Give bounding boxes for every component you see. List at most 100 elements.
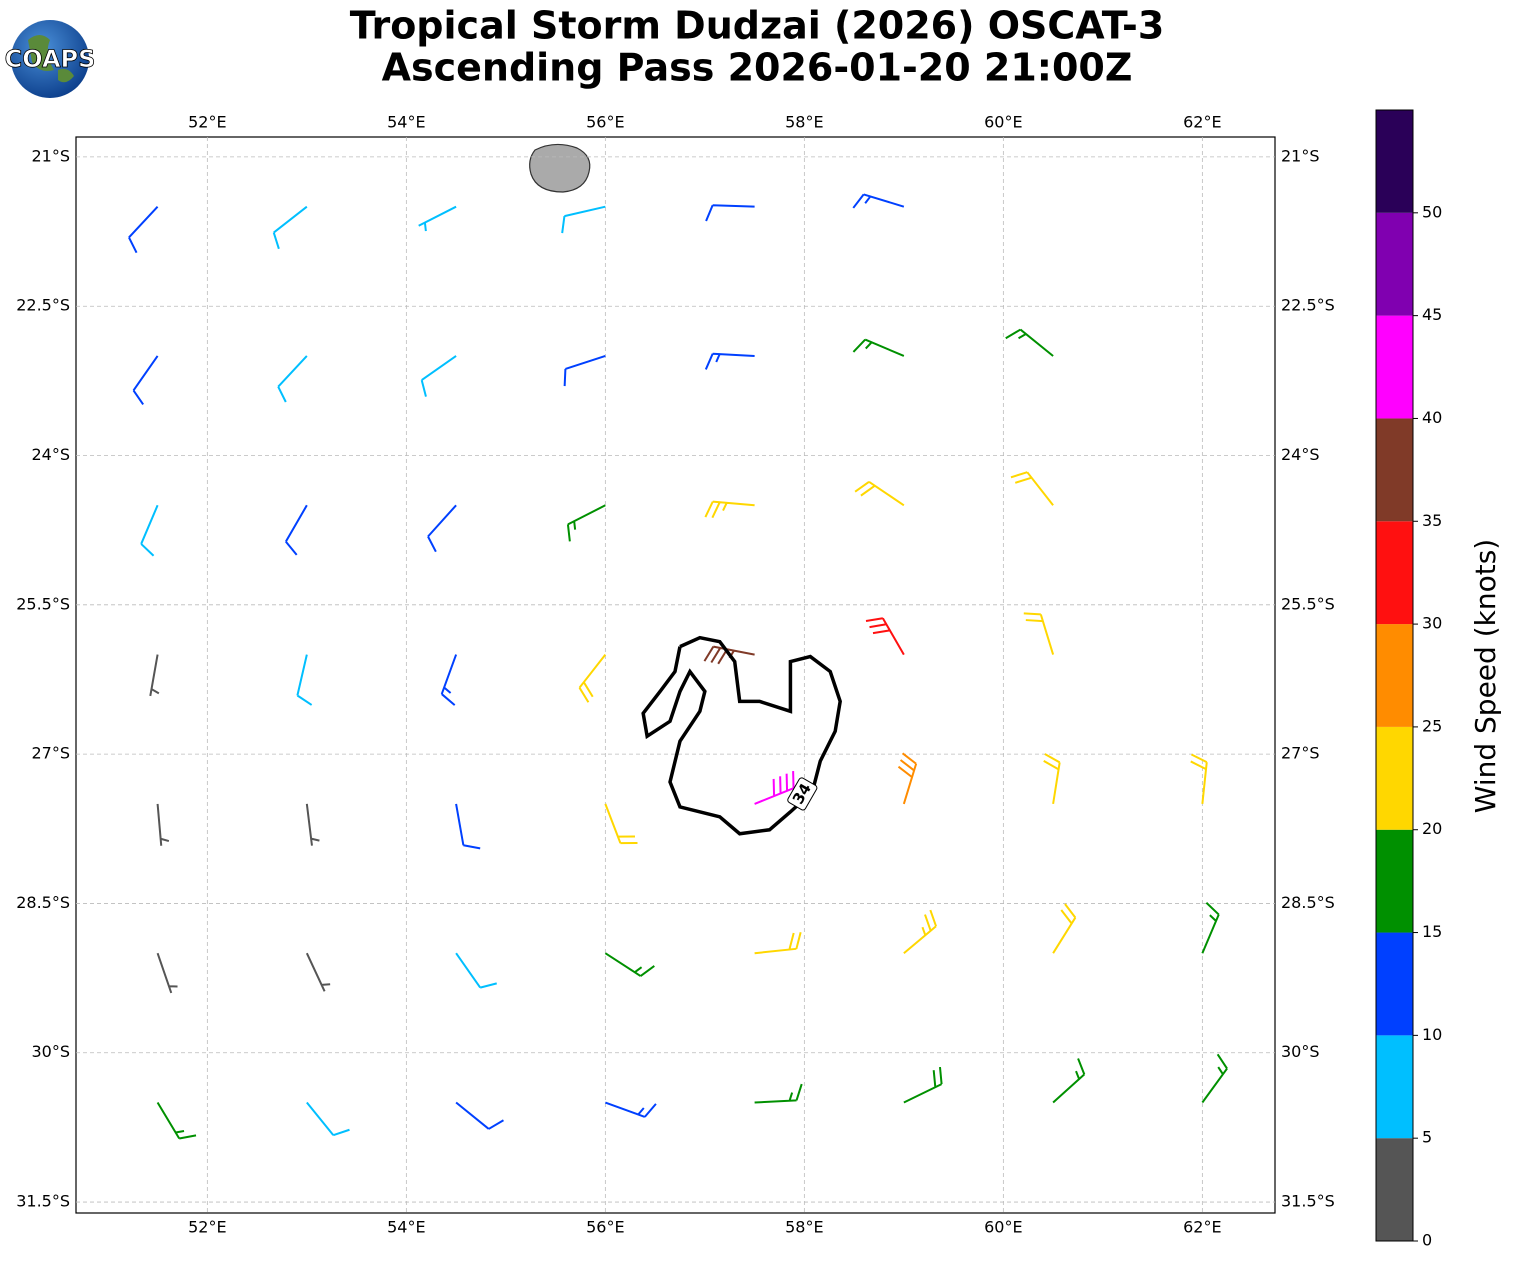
y-tick-label: 27°S (31, 744, 70, 763)
y-tick-label: 22.5°S (1281, 296, 1335, 315)
wind-barb (149, 654, 160, 697)
barb-shape (128, 205, 159, 254)
colorbar-tick-label: 30 (1422, 614, 1442, 633)
barb-shape (1052, 903, 1077, 954)
wind-barb (284, 504, 308, 556)
barb-shape (903, 909, 937, 954)
wind-barb (561, 205, 606, 234)
x-tick-label: 56°E (586, 113, 624, 132)
colorbar-tick-label: 20 (1422, 819, 1442, 838)
wind-barb (704, 352, 755, 370)
wind-barb (132, 355, 159, 406)
island (529, 143, 591, 193)
colorbar-tick-label: 10 (1422, 1025, 1442, 1044)
colorbar-segment (1376, 521, 1413, 625)
wind-barb (563, 355, 606, 387)
y-tick-label: 30°S (1281, 1042, 1320, 1061)
y-tick-label: 28.5°S (1281, 893, 1335, 912)
colorbar-frame (1375, 109, 1414, 1242)
y-tick-label: 28.5°S (16, 893, 70, 912)
wind-barb (754, 771, 795, 805)
barb-shape (852, 338, 905, 357)
wind-barb (903, 1066, 943, 1104)
wind-barb (272, 205, 308, 250)
title-line: Ascending Pass 2026-01-20 21:00Z (382, 46, 1133, 90)
barb-shape (854, 480, 905, 507)
barb-shape (705, 204, 755, 222)
barb-shape (704, 500, 755, 519)
wind-barb (1201, 1053, 1228, 1104)
barb-shape (277, 355, 308, 403)
barb-shape (1010, 471, 1054, 506)
barb-shape (578, 653, 607, 703)
wind-barb (1043, 753, 1061, 805)
colorbar-segment (1376, 932, 1413, 1036)
barb-shape (149, 654, 160, 697)
wind-barb (704, 500, 755, 519)
logo-land (28, 35, 74, 83)
barb-shape (563, 355, 606, 387)
colorbar-segment (1376, 418, 1413, 522)
barb-shape (455, 952, 497, 989)
x-tick-label: 58°E (785, 1218, 823, 1237)
x-tick-label: 54°E (387, 1218, 425, 1237)
map-frame (75, 136, 1276, 1214)
wind-barb (865, 617, 905, 656)
x-tick-label: 54°E (387, 113, 425, 132)
barb-shape (420, 355, 457, 397)
barb-shape (272, 205, 308, 250)
wind-barb (455, 803, 481, 850)
colorbar-segment (1376, 726, 1413, 830)
barb-shape (1190, 753, 1208, 805)
y-tick-label: 21°S (31, 146, 70, 165)
title-line: Tropical Storm Dudzai (2026) OSCAT-3 (350, 4, 1165, 48)
x-tick-label: 60°E (984, 1218, 1022, 1237)
wind-barb (128, 205, 159, 254)
wind-barb (306, 1101, 350, 1137)
wind-barb (754, 1083, 803, 1104)
barb-shape (754, 771, 795, 805)
wind-barb (440, 654, 458, 706)
barb-shape (1052, 1058, 1086, 1104)
y-tick-label: 30°S (31, 1042, 70, 1061)
x-tick-label: 60°E (984, 113, 1022, 132)
barb-shape (455, 1101, 504, 1130)
barb-shape (1005, 328, 1054, 357)
wind-barb (854, 480, 905, 507)
y-tick-label: 31.5°S (1281, 1192, 1335, 1211)
wind-barb (1005, 328, 1054, 357)
logo-text: COAPS (5, 45, 96, 73)
logo: COAPS (4, 20, 96, 98)
barb-shape (284, 504, 308, 556)
barb-shape (1201, 1053, 1228, 1104)
wind-barb (156, 952, 178, 994)
colorbar-segment (1376, 1138, 1413, 1241)
wind-barb (156, 803, 170, 846)
barb-shape (132, 355, 159, 406)
colorbar-tick-label: 0 (1422, 1231, 1432, 1250)
wind-barb (1052, 1058, 1086, 1104)
barb-shape (440, 654, 458, 706)
x-tick-label: 58°E (785, 113, 823, 132)
barb-shape (604, 803, 638, 845)
wind-barb (427, 504, 457, 553)
barb-shape (704, 352, 755, 370)
barb-shape (296, 654, 313, 706)
barb-shape (754, 1083, 803, 1104)
wind-barb (705, 204, 755, 222)
barb-shape (754, 932, 802, 955)
wind-barb (578, 653, 607, 703)
barb-shape (418, 205, 457, 232)
x-tick-label: 56°E (586, 1218, 624, 1237)
barb-shape (156, 1101, 197, 1140)
wind-barb (903, 909, 937, 954)
x-tick-label: 52°E (188, 113, 226, 132)
barb-shape (156, 952, 178, 994)
wind-barb (566, 504, 606, 542)
x-tick-label: 62°E (1183, 113, 1221, 132)
wind-barb (277, 355, 308, 403)
wind-barb (140, 504, 159, 557)
barb-shape (865, 617, 905, 656)
colorbar-tick-label: 40 (1422, 408, 1442, 427)
